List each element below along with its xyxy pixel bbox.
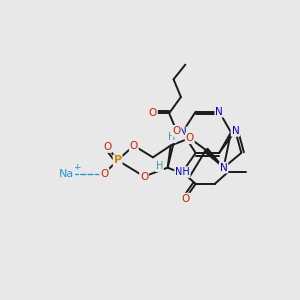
Text: +: + [74,163,81,172]
Text: O: O [140,172,148,182]
Text: P: P [113,155,122,165]
Text: O: O [130,141,138,151]
Text: Na: Na [58,169,74,178]
Text: O: O [103,142,111,152]
Text: N: N [215,107,223,117]
Text: O: O [181,194,190,204]
Text: N: N [220,163,227,173]
Text: N: N [232,126,239,136]
Text: H: H [168,132,176,142]
Polygon shape [204,148,224,168]
Text: NH: NH [175,167,190,177]
Text: O: O [186,133,194,143]
Text: N: N [178,127,186,137]
Text: O: O [100,169,109,178]
Text: H: H [156,161,163,171]
Text: O: O [149,108,157,118]
Text: O: O [172,126,181,136]
